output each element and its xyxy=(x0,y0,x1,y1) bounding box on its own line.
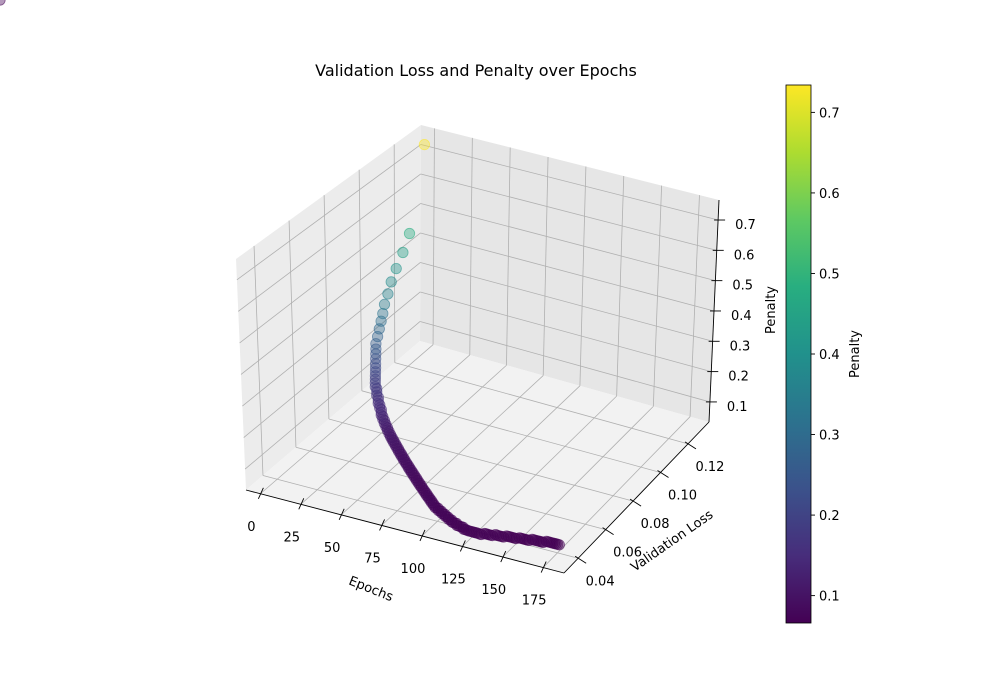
grid-line-z-left xyxy=(236,144,422,281)
scatter-point xyxy=(369,370,381,382)
colorbar-label: Penalty xyxy=(848,330,863,378)
colorbar-ticks: 0.1 0.2 0.3 0.4 0.5 0.6 0.7 xyxy=(811,106,840,605)
scatter-point xyxy=(378,298,391,310)
scatter-point xyxy=(382,288,394,300)
colorbar-tick-label: 0.7 xyxy=(819,106,840,121)
y-tick-label: 0.06 xyxy=(613,546,642,561)
x-tick-mark xyxy=(298,498,305,510)
grid-line-z-left xyxy=(238,173,422,312)
grid-line-z-back xyxy=(420,144,719,221)
colorbar-tick-label: 0.1 xyxy=(819,590,840,605)
grid-line-z-left xyxy=(243,291,421,438)
colorbar-gradient xyxy=(785,84,812,624)
y-tick-mark xyxy=(657,470,669,478)
grid-line-z-left xyxy=(244,321,421,470)
x-tick-label: 100 xyxy=(401,562,426,577)
scatter-point xyxy=(390,262,402,275)
scatter-point xyxy=(418,139,430,151)
scatter-point xyxy=(397,246,409,259)
x-tick-mark xyxy=(419,529,426,542)
scatter-point xyxy=(385,276,397,288)
grid-line-x-floor xyxy=(542,416,691,568)
x-tick-label: 175 xyxy=(522,594,547,609)
pane-back xyxy=(420,125,719,422)
grid-line-z-left xyxy=(239,203,421,344)
z-tick-label: 0.4 xyxy=(731,309,752,324)
grid-line-y-floor xyxy=(394,362,689,445)
grid-line-z-back xyxy=(419,321,711,403)
scatter-point xyxy=(369,362,382,374)
x-tick-label: 50 xyxy=(324,541,341,556)
scatter-point xyxy=(370,338,382,350)
grid-line-z-back xyxy=(420,203,716,282)
scatter-point xyxy=(0,0,6,6)
y-tick-label: 0.04 xyxy=(586,574,615,589)
x-tick-mark xyxy=(500,550,507,563)
x-tick-label: 75 xyxy=(364,551,381,566)
grid-line-z-left xyxy=(242,262,421,407)
colorbar-tick-label: 0.6 xyxy=(819,187,840,202)
grid-line-x-floor xyxy=(381,375,544,526)
z-axis-label: Penalty xyxy=(764,286,779,334)
x-tick-mark xyxy=(257,487,264,499)
grid-line-x-floor xyxy=(462,395,617,547)
z-tick-label: 0.7 xyxy=(735,218,756,233)
x-tick-label: 125 xyxy=(441,572,466,587)
colorbar-tick-label: 0.4 xyxy=(819,348,840,363)
x-tick-mark xyxy=(459,540,466,552)
x-axis-label: Epochs xyxy=(346,574,395,605)
y-tick-label: 0.10 xyxy=(668,488,697,503)
x-tick-mark xyxy=(540,561,547,573)
x-axis-line xyxy=(245,489,565,574)
z-tick-label: 0.6 xyxy=(734,248,755,263)
y-tick-label: 0.08 xyxy=(641,517,670,532)
grid-line-z-back xyxy=(420,262,713,342)
grid-line-z-back xyxy=(420,173,717,251)
y-tick-label: 0.12 xyxy=(696,460,725,475)
z-tick-label: 0.3 xyxy=(730,339,751,354)
chart-title: Validation Loss and Penalty over Epochs xyxy=(315,61,637,80)
z-tick-label: 0.2 xyxy=(728,370,749,385)
grid-line-x-floor xyxy=(260,344,434,495)
x-tick-mark xyxy=(338,508,345,521)
grid-line-x-floor xyxy=(502,406,654,558)
colorbar-tick-label: 0.5 xyxy=(819,267,840,282)
scatter-point xyxy=(369,366,382,378)
grid-line-z-back xyxy=(420,291,712,372)
y-tick-mark xyxy=(629,498,642,507)
axes-ticks: 0 25 50 75 100 125 150 175 0.04 0.06 0.08 0.10 0.12 0… xyxy=(247,218,756,609)
z-tick-label: 0.1 xyxy=(727,400,748,415)
pane-floor xyxy=(246,341,709,573)
grid-line-x-floor xyxy=(340,364,507,516)
y-axis-line xyxy=(563,421,710,574)
x-tick-label: 150 xyxy=(481,583,506,598)
colorbar-tick-label: 0.3 xyxy=(819,429,840,444)
grid-line-z-left xyxy=(240,232,421,375)
x-tick-mark xyxy=(379,519,385,531)
y-tick-mark xyxy=(684,441,697,450)
y-tick-mark xyxy=(574,555,587,564)
scatter-points xyxy=(0,0,565,551)
axes-grid xyxy=(236,128,719,568)
grid-line-z-back xyxy=(420,232,715,312)
grid-line-y-floor xyxy=(328,418,634,502)
x-tick-label: 25 xyxy=(284,530,301,545)
colorbar-tick-label: 0.2 xyxy=(819,509,840,524)
scatter-point xyxy=(377,307,389,320)
grid-line-y-floor xyxy=(295,446,606,531)
pane-left xyxy=(236,125,421,490)
y-tick-mark xyxy=(602,527,614,536)
axes-panes xyxy=(236,125,719,573)
grid-line-x-floor xyxy=(421,385,581,537)
z-tick-label: 0.5 xyxy=(732,279,753,294)
scatter-point xyxy=(403,227,416,240)
x-tick-label: 0 xyxy=(247,520,255,535)
colorbar: 0.1 0.2 0.3 0.4 0.5 0.6 0.7 Penalty xyxy=(785,84,863,624)
grid-line-y-floor xyxy=(361,390,661,473)
